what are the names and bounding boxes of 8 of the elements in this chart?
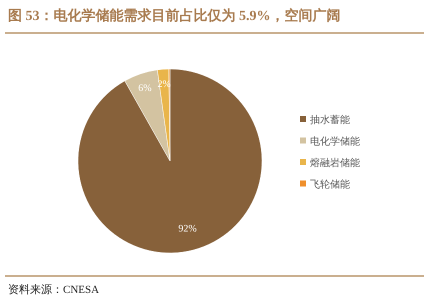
text: 资料来源：CNESA [8, 283, 100, 296]
data-label: 92% [178, 224, 197, 235]
legend-label: 电化学储能 [310, 136, 360, 148]
data-label: 6% [138, 82, 152, 94]
legend-label: 飞轮储能 [310, 178, 350, 190]
legend-label: 熔融岩储能 [310, 157, 360, 169]
chart-title: 图 53：电化学储能需求目前占比仅为 5.9%，空间广阔 [8, 7, 340, 24]
legend-label: 抽水蓄能 [310, 114, 350, 126]
